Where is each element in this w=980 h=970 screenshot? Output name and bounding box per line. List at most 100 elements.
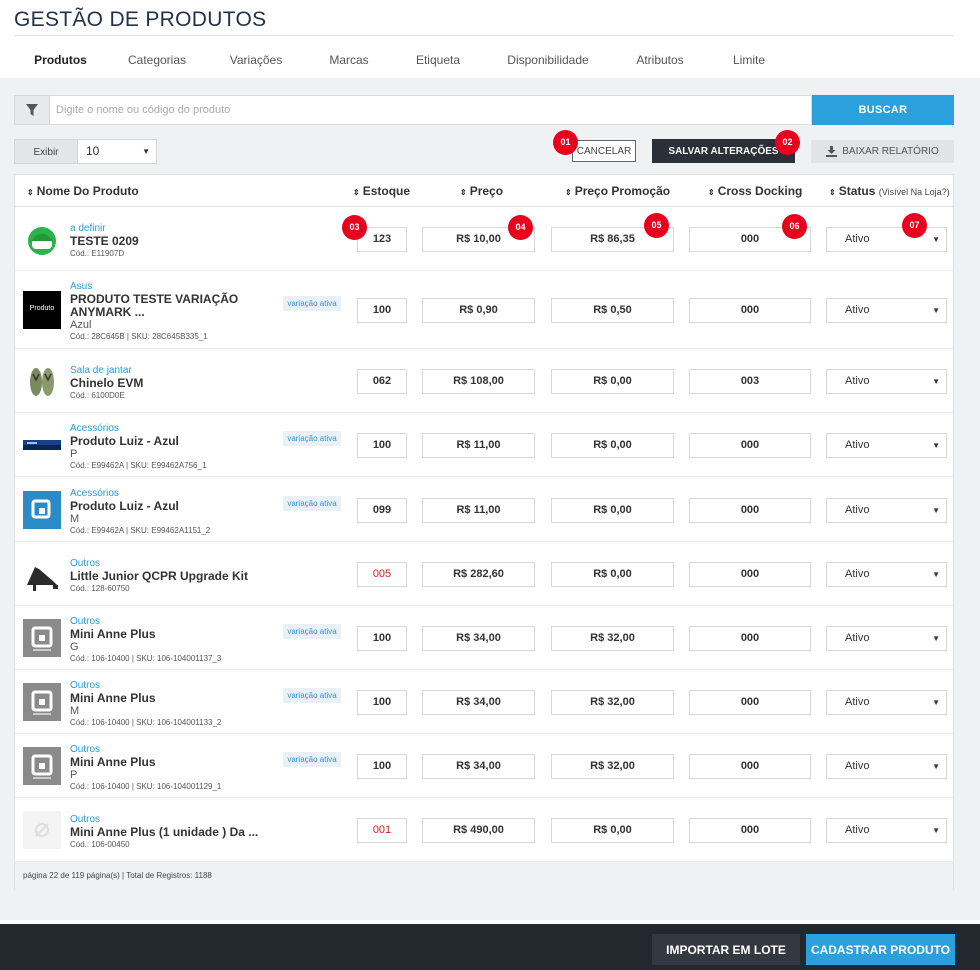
status-select[interactable]: Ativo ▼ bbox=[826, 754, 947, 779]
search-input[interactable] bbox=[50, 95, 812, 125]
price-input[interactable]: R$ 108,00 bbox=[422, 369, 535, 394]
download-report-button[interactable]: BAIXAR RELATÓRIO bbox=[811, 140, 954, 163]
tab-atributos[interactable]: Atributos bbox=[636, 53, 684, 67]
page-size-select[interactable]: 10 ▼ bbox=[78, 139, 157, 164]
col-stock-header[interactable]: ⇕ Estoque bbox=[353, 175, 410, 207]
tab-marcas[interactable]: Marcas bbox=[329, 53, 369, 67]
price-input[interactable]: R$ 34,00 bbox=[422, 754, 535, 779]
product-thumbnail[interactable] bbox=[23, 491, 61, 529]
cross-docking-input[interactable]: 003 bbox=[689, 369, 811, 394]
stock-input[interactable]: 005 bbox=[357, 562, 407, 587]
stock-input[interactable]: 100 bbox=[357, 433, 407, 458]
product-thumbnail[interactable] bbox=[23, 683, 61, 721]
promo-price-input[interactable]: R$ 0,00 bbox=[551, 433, 674, 458]
filter-button[interactable] bbox=[14, 95, 50, 125]
status-select[interactable]: Ativo ▼ bbox=[826, 369, 947, 394]
tab-limite[interactable]: Limite bbox=[732, 53, 765, 67]
product-name[interactable]: Produto Luiz - Azul bbox=[70, 434, 179, 448]
price-input[interactable]: R$ 34,00 bbox=[422, 626, 535, 651]
status-select[interactable]: Ativo ▼ bbox=[826, 227, 947, 252]
product-name[interactable]: PRODUTO TESTE VARIAÇÃO ANYMARK ... bbox=[70, 292, 239, 319]
cross-docking-input[interactable]: 000 bbox=[689, 498, 811, 523]
promo-price-input[interactable]: R$ 0,00 bbox=[551, 818, 674, 843]
product-thumbnail[interactable] bbox=[23, 362, 61, 400]
status-select[interactable]: Ativo ▼ bbox=[826, 818, 947, 843]
status-select[interactable]: Ativo ▼ bbox=[826, 433, 947, 458]
promo-price-input[interactable]: R$ 32,00 bbox=[551, 690, 674, 715]
product-name[interactable]: Little Junior QCPR Upgrade Kit bbox=[70, 569, 249, 583]
status-select[interactable]: Ativo ▼ bbox=[826, 298, 947, 323]
product-thumbnail[interactable] bbox=[23, 220, 61, 258]
product-category[interactable]: Outros bbox=[70, 680, 101, 691]
product-name[interactable]: TESTE 0209 bbox=[70, 234, 139, 248]
cross-docking-input[interactable]: 000 bbox=[689, 626, 811, 651]
save-changes-button[interactable]: SALVAR ALTERAÇÕES bbox=[652, 139, 795, 163]
product-name[interactable]: Mini Anne Plus bbox=[70, 755, 156, 769]
product-name[interactable]: Mini Anne Plus (1 unidade ) Da ... bbox=[70, 825, 259, 839]
cross-docking-input[interactable]: 000 bbox=[689, 754, 811, 779]
product-thumbnail[interactable]: Produto bbox=[23, 291, 61, 329]
status-select[interactable]: Ativo ▼ bbox=[826, 690, 947, 715]
status-select[interactable]: Ativo ▼ bbox=[826, 562, 947, 587]
stock-input[interactable]: 100 bbox=[357, 298, 407, 323]
import-batch-button[interactable]: IMPORTAR EM LOTE bbox=[652, 934, 800, 965]
product-thumbnail[interactable] bbox=[23, 619, 61, 657]
status-select[interactable]: Ativo ▼ bbox=[826, 626, 947, 651]
cross-docking-input[interactable]: 000 bbox=[689, 562, 811, 587]
product-category[interactable]: Acessórios bbox=[70, 488, 119, 499]
col-cross-header[interactable]: ⇕ Cross Docking bbox=[708, 175, 802, 207]
col-promo-header[interactable]: ⇕ Preço Promoção bbox=[565, 175, 670, 207]
search-button[interactable]: BUSCAR bbox=[812, 95, 954, 125]
tab-categorias[interactable]: Categorias bbox=[127, 53, 187, 67]
product-thumbnail[interactable] bbox=[23, 811, 61, 849]
product-category[interactable]: Outros bbox=[70, 616, 101, 627]
product-category[interactable]: Outros bbox=[70, 744, 101, 755]
product-thumbnail[interactable] bbox=[23, 555, 61, 593]
price-input[interactable]: R$ 11,00 bbox=[422, 433, 535, 458]
cross-docking-input[interactable]: 000 bbox=[689, 818, 811, 843]
product-category[interactable]: Acessórios bbox=[70, 423, 119, 434]
tab-etiqueta[interactable]: Etiqueta bbox=[415, 53, 461, 67]
tab-variacoes[interactable]: Variações bbox=[229, 53, 283, 67]
col-status-header[interactable]: ⇕ Status (Visível Na Loja?) bbox=[829, 175, 950, 207]
product-thumbnail[interactable] bbox=[23, 747, 61, 785]
cross-docking-input[interactable]: 000 bbox=[689, 298, 811, 323]
promo-price-input[interactable]: R$ 0,00 bbox=[551, 498, 674, 523]
product-name[interactable]: Mini Anne Plus bbox=[70, 691, 156, 705]
promo-price-input[interactable]: R$ 32,00 bbox=[551, 626, 674, 651]
col-name-header[interactable]: ⇕ Nome Do Produto bbox=[27, 175, 139, 207]
col-price-header[interactable]: ⇕ Preço bbox=[460, 175, 503, 207]
cross-docking-input[interactable]: 000 bbox=[689, 690, 811, 715]
product-thumbnail[interactable] bbox=[23, 426, 61, 464]
tab-disponibilidade[interactable]: Disponibilidade bbox=[507, 53, 589, 67]
product-category[interactable]: Outros bbox=[70, 558, 101, 569]
product-category[interactable]: a definir bbox=[70, 223, 106, 234]
cross-docking-input[interactable]: 000 bbox=[689, 433, 811, 458]
product-category[interactable]: Sala de jantar bbox=[70, 365, 132, 376]
stock-input[interactable]: 123 bbox=[357, 227, 407, 252]
promo-price-input[interactable]: R$ 0,00 bbox=[551, 369, 674, 394]
create-product-button[interactable]: CADASTRAR PRODUTO bbox=[806, 934, 955, 965]
promo-price-input[interactable]: R$ 0,50 bbox=[551, 298, 674, 323]
promo-price-input[interactable]: R$ 0,00 bbox=[551, 562, 674, 587]
stock-input[interactable]: 100 bbox=[357, 626, 407, 651]
product-name[interactable]: Produto Luiz - Azul bbox=[70, 499, 179, 513]
product-name[interactable]: Mini Anne Plus bbox=[70, 627, 156, 641]
stock-input[interactable]: 100 bbox=[357, 754, 407, 779]
product-category[interactable]: Asus bbox=[70, 281, 93, 292]
stock-input[interactable]: 099 bbox=[357, 498, 407, 523]
cancel-button[interactable]: CANCELAR bbox=[572, 140, 636, 162]
tab-produtos[interactable]: Produtos bbox=[14, 43, 107, 78]
price-input[interactable]: R$ 490,00 bbox=[422, 818, 535, 843]
product-name[interactable]: Chinelo EVM bbox=[70, 376, 144, 390]
price-input[interactable]: R$ 0,90 bbox=[422, 298, 535, 323]
stock-input[interactable]: 062 bbox=[357, 369, 407, 394]
status-select[interactable]: Ativo ▼ bbox=[826, 498, 947, 523]
stock-input[interactable]: 100 bbox=[357, 690, 407, 715]
price-input[interactable]: R$ 34,00 bbox=[422, 690, 535, 715]
price-input[interactable]: R$ 282,60 bbox=[422, 562, 535, 587]
stock-input[interactable]: 001 bbox=[357, 818, 407, 843]
promo-price-input[interactable]: R$ 32,00 bbox=[551, 754, 674, 779]
product-category[interactable]: Outros bbox=[70, 814, 101, 825]
price-input[interactable]: R$ 11,00 bbox=[422, 498, 535, 523]
